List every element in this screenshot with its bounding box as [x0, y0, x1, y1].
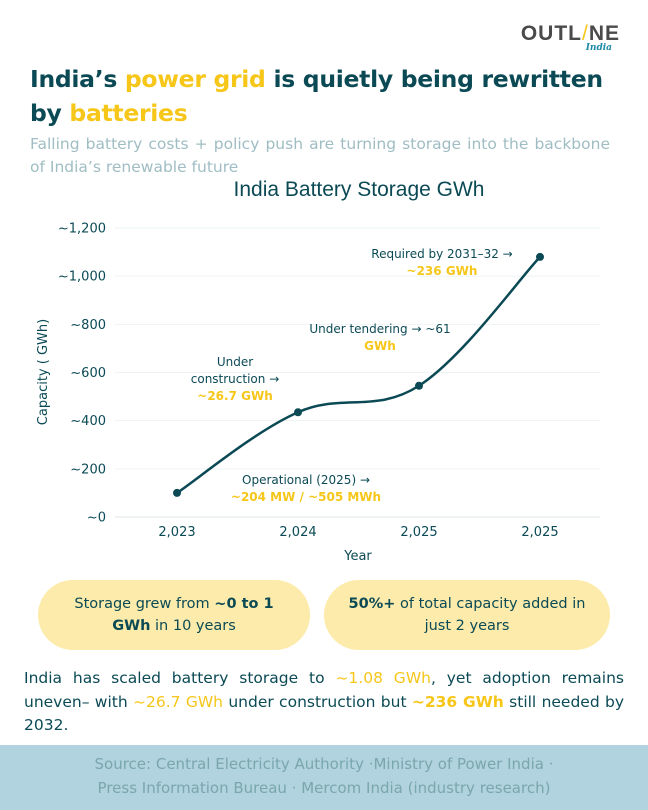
x-tick-label: 2,025: [521, 525, 558, 540]
annotation-label: construction →: [191, 372, 280, 386]
stat-pill-growth: Storage grew from ~0 to 1 GWh in 10 year…: [38, 580, 310, 650]
x-axis-ticks: 2,023 2,024 2,025 2,025: [158, 525, 558, 540]
y-tick-label: ~200: [70, 462, 106, 477]
annotation: Under tendering → ~61 GWh: [309, 322, 450, 353]
source-line-1: Source: Central Electricity Authority ·M…: [94, 755, 554, 773]
y-tick-label: ~1,200: [58, 222, 106, 237]
annotation-value: ~26.7 GWh: [197, 389, 272, 403]
annotation-label: Required by 2031–32 →: [371, 247, 512, 261]
annotation: Operational (2025) → ~204 MW / ~505 MWh: [231, 473, 381, 504]
annotation-label: Operational (2025) →: [242, 473, 370, 487]
data-point: [173, 488, 181, 497]
annotation: Required by 2031–32 → ~236 GWh: [371, 247, 512, 278]
summary-paragraph: India has scaled battery storage to ~1.0…: [24, 669, 625, 734]
gridlines: [115, 227, 600, 518]
page-title: India’s power grid is quietly being rewr…: [30, 65, 603, 127]
stat-pill-capacity-added: 50%+ of total capacity added in just 2 y…: [324, 580, 610, 650]
annotation: Under construction → ~26.7 GWh: [191, 355, 280, 403]
summary-highlight-required: ~236 GWh: [411, 692, 504, 711]
chart-title: India Battery Storage GWh: [233, 178, 485, 201]
y-tick-label: ~800: [70, 318, 106, 333]
x-tick-label: 2,025: [400, 525, 437, 540]
y-tick-label: ~1,000: [58, 270, 106, 285]
source-footer: Source: Central Electricity Authority ·M…: [0, 745, 648, 810]
y-tick-label: ~400: [70, 414, 106, 429]
annotation-label: Under tendering → ~61: [309, 322, 450, 336]
y-tick-label: ~0: [87, 511, 106, 526]
annotation-label: Under: [217, 355, 253, 369]
source-line-2: Press Information Bureau · Mercom India …: [97, 779, 551, 797]
y-axis-label: Capacity ( GWh): [36, 319, 51, 425]
title-highlight-batteries: batteries: [69, 99, 188, 127]
annotations: Operational (2025) → ~204 MW / ~505 MWh Un…: [191, 247, 513, 504]
subtitle: Falling battery costs + policy push are …: [30, 135, 610, 176]
x-tick-label: 2,024: [279, 525, 316, 540]
logo-wordmark: OUTL/NE: [520, 22, 620, 45]
x-axis-label: Year: [343, 549, 372, 564]
battery-storage-line-chart: ~0~200~400~600~800~1,000~1,200 2,023 2,02…: [36, 222, 600, 564]
data-point: [415, 381, 423, 390]
y-tick-label: ~600: [70, 366, 106, 381]
annotation-value: ~236 GWh: [407, 264, 478, 278]
summary-highlight-construction: ~26.7 GWh: [133, 692, 224, 711]
series-line-capacity: [176, 256, 541, 494]
summary-highlight-operational: ~1.08 GWh: [335, 669, 431, 687]
data-point: [294, 408, 302, 417]
y-axis-ticks: ~0 ~200 ~400 ~600 ~800 ~1,000 ~1,200: [58, 222, 106, 526]
annotation-value: GWh: [364, 339, 396, 353]
x-tick-label: 2,023: [158, 525, 195, 540]
logo-subtext: India: [585, 43, 612, 53]
annotation-value: ~204 MW / ~505 MWh: [231, 490, 381, 504]
title-highlight-power-grid: power grid: [124, 65, 266, 93]
data-point: [536, 252, 544, 261]
outline-india-logo: OUTL/NE India: [521, 22, 620, 53]
data-points: [173, 252, 544, 497]
